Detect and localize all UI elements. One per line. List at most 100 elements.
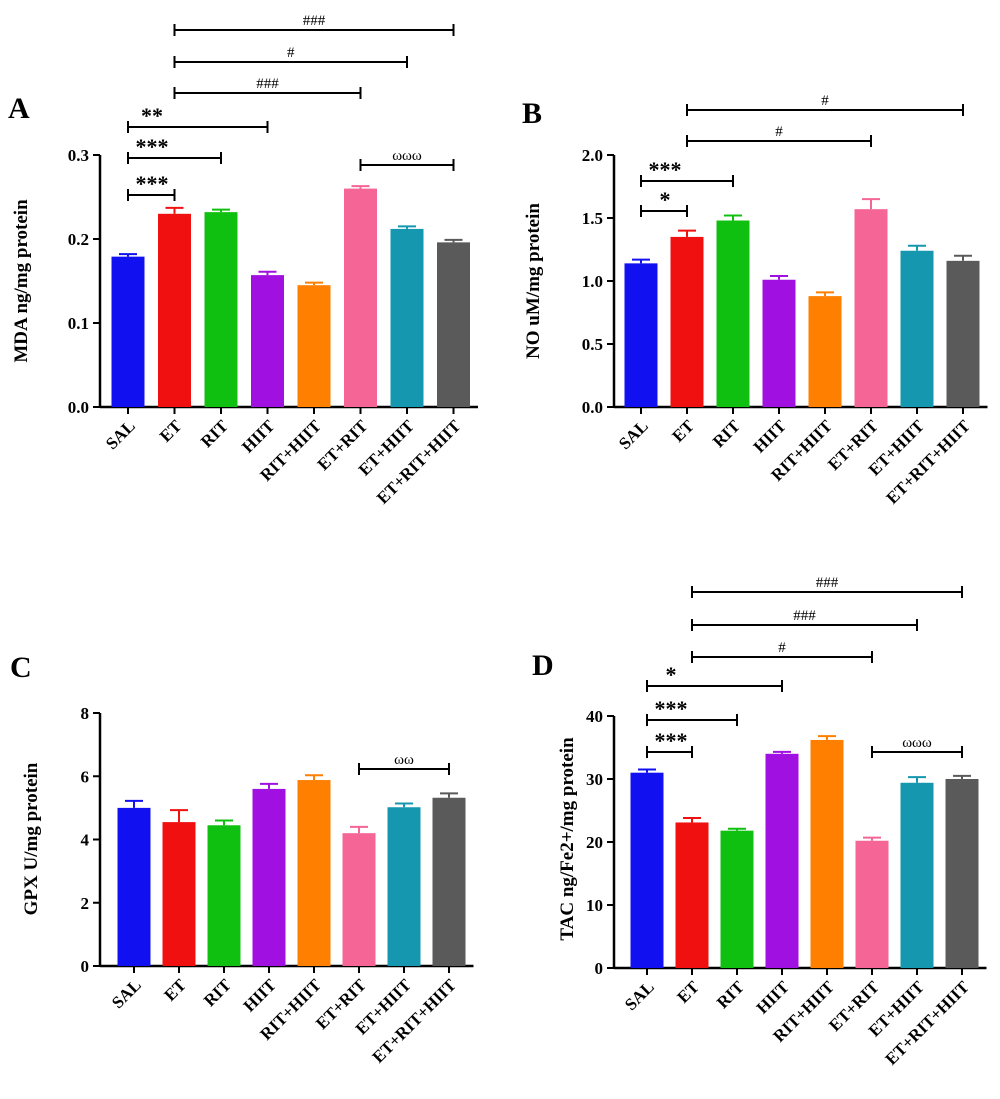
bar [252,788,286,966]
bar [344,188,377,407]
y-tick-label: 0.1 [68,314,89,333]
significance-label: ### [303,13,326,29]
y-tick-label: 30 [586,770,603,789]
panel-letter: A [8,92,30,125]
significance-label: *** [655,728,688,753]
significance-label: # [775,124,783,140]
bar [342,833,376,966]
category-label: ET+RIT+HIIT [883,416,975,508]
bar [670,236,704,407]
y-tick-label: 0.5 [582,335,603,354]
category-label: RIT [709,416,744,451]
y-axis-label: TAC ng/Fe2+/mg protein [557,737,578,941]
y-tick-label: 6 [81,767,90,786]
bar [432,797,466,966]
significance-label: # [287,45,295,61]
significance-label: * [666,662,677,687]
category-label: RIT [197,416,232,451]
bar [204,212,238,407]
y-tick-label: 20 [586,833,603,852]
bar [297,285,331,407]
y-tick-label: 40 [586,707,603,726]
y-axis-label: GPX U/mg protein [21,762,42,915]
y-tick-label: 0 [81,957,90,976]
category-label: ET+RIT+HIIT [373,416,465,508]
bar [207,825,241,966]
significance-label: ### [816,575,839,591]
bar [810,739,844,968]
bar [716,220,750,407]
significance-label: ### [256,76,279,92]
bar [390,228,424,407]
bar [720,830,754,968]
significance-label: # [778,640,786,656]
bar [675,822,709,968]
category-label: HIIT [750,416,791,457]
significance-label: *** [136,171,169,196]
significance-label: ωω [394,752,414,768]
y-tick-label: 0.0 [582,398,603,417]
y-tick-label: 0.3 [68,146,89,165]
significance-label: ### [793,608,816,624]
significance-label: *** [136,134,169,159]
bar [117,807,151,966]
significance-label: *** [649,157,682,182]
category-label: SAL [102,416,139,453]
y-tick-label: 2.0 [582,146,603,165]
panel-d: D TAC ng/Fe2+/mg protein 0 10 20 30 40 SAL ET R… [532,575,987,1069]
bar [111,256,145,407]
y-tick-label: 2 [81,894,90,913]
y-tick-label: 8 [81,704,90,723]
category-label: SAL [615,416,652,453]
significance-label: ** [141,103,163,128]
bar [251,275,284,407]
bar [162,822,196,966]
y-tick-label: 0 [595,959,604,978]
y-tick-label: 10 [586,896,603,915]
panel-letter: D [532,649,554,682]
category-label: RIT [713,977,748,1012]
panel-letter: C [10,651,32,684]
category-label: SAL [621,977,658,1014]
bar [765,753,799,968]
category-label: HIIT [238,416,279,457]
bar [946,260,980,407]
bar [437,242,470,407]
y-tick-label: 0.2 [68,230,89,249]
y-axis-label: NO uM/mg protein [523,203,544,359]
significance-label: ωωω [902,735,932,751]
category-label: HIIT [753,977,794,1018]
category-label: SAL [108,975,145,1012]
significance-label: # [821,93,829,109]
bar [158,213,191,407]
y-tick-label: 1.5 [582,209,603,228]
category-label: ET [156,416,186,446]
bar [900,250,934,407]
bar [945,779,979,968]
y-axis-label: MDA ng/mg protein [11,199,32,363]
significance-label: *** [655,696,688,721]
panel-letter: B [522,97,542,130]
category-label: ET [160,975,190,1005]
bar [762,279,796,407]
panel-b: B NO uM/mg protein 0.0 0.5 1.0 1.5 2.0 SAL ET R… [522,93,988,508]
panel-a: A MDA ng/mg protein 0.0 0.1 0.2 0.3 SAL ET RIT… [8,13,478,508]
category-label: ET [673,977,703,1007]
bar [624,263,658,407]
bar [855,840,889,968]
y-tick-label: 4 [81,831,90,850]
bar [808,296,842,407]
y-tick-label: 0.0 [68,398,89,417]
category-label: HIIT [240,975,281,1016]
significance-label: ωωω [392,148,422,164]
bar [387,807,421,966]
y-tick-label: 1.0 [582,272,603,291]
category-label: ET [668,416,698,446]
bar [900,782,934,968]
significance-label: * [660,187,671,212]
bar [297,780,331,966]
category-label: RIT [200,975,235,1010]
bar [854,209,888,407]
